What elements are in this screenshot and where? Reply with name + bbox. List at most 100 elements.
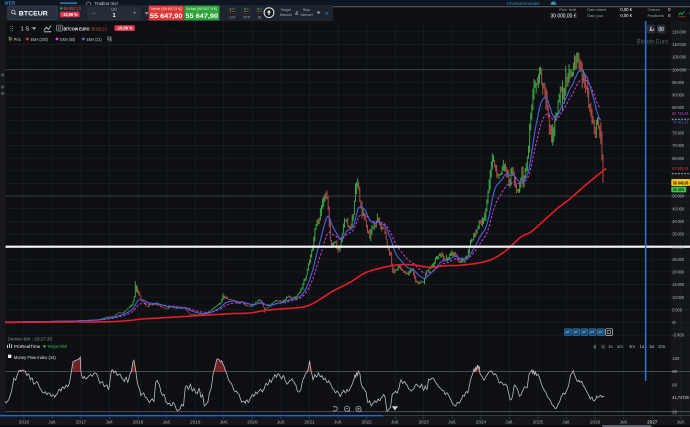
svg-text:2022: 2022 (361, 419, 372, 424)
svg-text:STP: STP (243, 15, 251, 19)
svg-text:Juil.: Juil. (334, 419, 342, 424)
svg-text:Manuel: Manuel (280, 13, 292, 17)
svg-text:Juil.: Juil. (562, 419, 570, 424)
svg-text:55 652,13: 55 652,13 (64, 6, 82, 11)
svg-text:Positions: Positions (648, 13, 664, 18)
svg-text:EMA (200): EMA (200) (31, 37, 49, 42)
svg-text:0,00 €: 0,00 € (620, 7, 632, 12)
svg-text:1 S: 1 S (21, 26, 30, 32)
svg-text:0: 0 (668, 13, 671, 18)
svg-text:15 000: 15 000 (672, 282, 684, 287)
svg-text:Temps Réel: Temps Réel (48, 344, 68, 349)
svg-text:55 647,90: 55 647,90 (186, 13, 219, 20)
svg-text:+: + (133, 11, 137, 17)
svg-text:30 000: 30 000 (672, 244, 684, 249)
svg-text:1j: 1j (593, 344, 596, 349)
svg-text:Gain latent: Gain latent (587, 7, 607, 12)
svg-text:60 929,04: 60 929,04 (672, 166, 689, 171)
svg-text:Juil.: Juil. (106, 419, 114, 424)
svg-text:-10,06 %: -10,06 % (117, 26, 133, 31)
svg-text:2023: 2023 (419, 419, 430, 424)
svg-text:Dernier tick : 20:27:35: Dernier tick : 20:27:35 (8, 337, 53, 342)
svg-text:SL: SL (258, 15, 263, 19)
svg-text:BITCOIN EURO: BITCOIN EURO (64, 26, 90, 31)
svg-text:10a: 10a (658, 344, 666, 349)
svg-text:−: − (92, 11, 96, 17)
svg-text:0: 0 (668, 7, 671, 12)
svg-text:Bitcoin Euro: Bitcoin Euro (637, 39, 669, 46)
svg-text:70 000: 70 000 (672, 143, 684, 148)
svg-text:115 000: 115 000 (672, 29, 686, 34)
svg-text:Juil.: Juil. (620, 419, 628, 424)
svg-text:«: « (325, 10, 329, 17)
svg-text:2017: 2017 (76, 419, 87, 424)
svg-text:&: & (295, 11, 299, 17)
svg-text:10 000: 10 000 (672, 295, 684, 300)
svg-text:2025: 2025 (533, 419, 544, 424)
svg-text:Juil.: Juil. (677, 419, 685, 424)
svg-text:5a: 5a (650, 344, 655, 349)
svg-text:40 000: 40 000 (672, 219, 684, 224)
svg-text:50 000: 50 000 (672, 194, 684, 199)
svg-text:Juil.: Juil. (448, 419, 456, 424)
svg-text:2019: 2019 (190, 419, 201, 424)
svg-text:20 000: 20 000 (672, 270, 684, 275)
svg-text:100 000: 100 000 (672, 67, 686, 72)
svg-text:3m: 3m (629, 344, 635, 349)
svg-text:Target: Target (281, 8, 291, 12)
svg-text:-5 000: -5 000 (672, 333, 684, 338)
svg-text:56 648,06: 56 648,06 (673, 180, 689, 185)
svg-text:105 000: 105 000 (672, 55, 686, 60)
svg-text:60: 60 (672, 383, 677, 388)
svg-text:2027: 2027 (647, 419, 658, 424)
svg-text:5 000: 5 000 (672, 308, 682, 313)
svg-text:20: 20 (672, 409, 677, 414)
svg-text:Ordres: Ordres (648, 7, 660, 12)
svg-text:25 000: 25 000 (672, 257, 684, 262)
svg-text:Trading réel: Trading réel (95, 1, 118, 6)
svg-text:2021: 2021 (304, 419, 315, 424)
svg-text:Manuel: Manuel (300, 13, 312, 17)
svg-text:Cryptomonnaies: Cryptomonnaies (507, 1, 541, 6)
svg-text:1m: 1m (617, 344, 623, 349)
svg-text:Achat (55 647,9 €): Achat (55 647,9 €) (186, 7, 217, 11)
svg-text:1a: 1a (640, 344, 645, 349)
svg-text:-10,06 %: -10,06 % (62, 12, 78, 17)
svg-text:Juil.: Juil. (505, 419, 513, 424)
svg-text:BTCEUR: BTCEUR (19, 10, 48, 17)
svg-text:2024: 2024 (476, 419, 487, 424)
svg-text:Juil.: Juil. (220, 419, 228, 424)
svg-text:Ins: Ins (689, 11, 690, 16)
svg-text:Juil.: Juil. (48, 419, 56, 424)
svg-text:90 000: 90 000 (672, 93, 684, 98)
svg-text:41,74736: 41,74736 (672, 395, 689, 400)
svg-text:Prix: Prix (14, 37, 22, 42)
svg-text:45 000: 45 000 (672, 206, 684, 211)
svg-text:ProRealTime: ProRealTime (14, 344, 41, 350)
svg-text:Juil.: Juil. (163, 419, 171, 424)
svg-text:2018: 2018 (133, 419, 144, 424)
svg-text:30 000,00 €: 30 000,00 € (551, 14, 577, 20)
svg-text:4h 32m: 4h 32m (673, 187, 685, 192)
svg-text:Gain jour: Gain jour (587, 13, 604, 18)
svg-text:WEB: WEB (5, 1, 16, 6)
svg-text:0,00 €: 0,00 € (620, 13, 632, 18)
svg-text:80: 80 (672, 369, 677, 374)
svg-text:0: 0 (672, 320, 676, 325)
svg-text:2020: 2020 (247, 419, 258, 424)
svg-text:1s: 1s (608, 344, 613, 349)
svg-text:Vente (55 647,9 €): Vente (55 647,9 €) (151, 7, 182, 11)
svg-text:100: 100 (672, 356, 680, 361)
svg-text:110 000: 110 000 (672, 42, 686, 47)
svg-text:2016: 2016 (19, 419, 30, 424)
svg-text:65 000: 65 000 (672, 156, 684, 161)
svg-text:75 000: 75 000 (672, 131, 684, 136)
svg-text:55 647,90: 55 647,90 (150, 13, 183, 20)
svg-text:55 652,13: 55 652,13 (92, 26, 107, 31)
svg-text:85 000: 85 000 (672, 105, 684, 110)
svg-text:1: 1 (112, 13, 115, 19)
svg-text:35 000: 35 000 (672, 232, 684, 237)
svg-text:Juil.: Juil. (277, 419, 285, 424)
svg-text:Juil.: Juil. (391, 419, 399, 424)
svg-text:2026: 2026 (590, 419, 601, 424)
